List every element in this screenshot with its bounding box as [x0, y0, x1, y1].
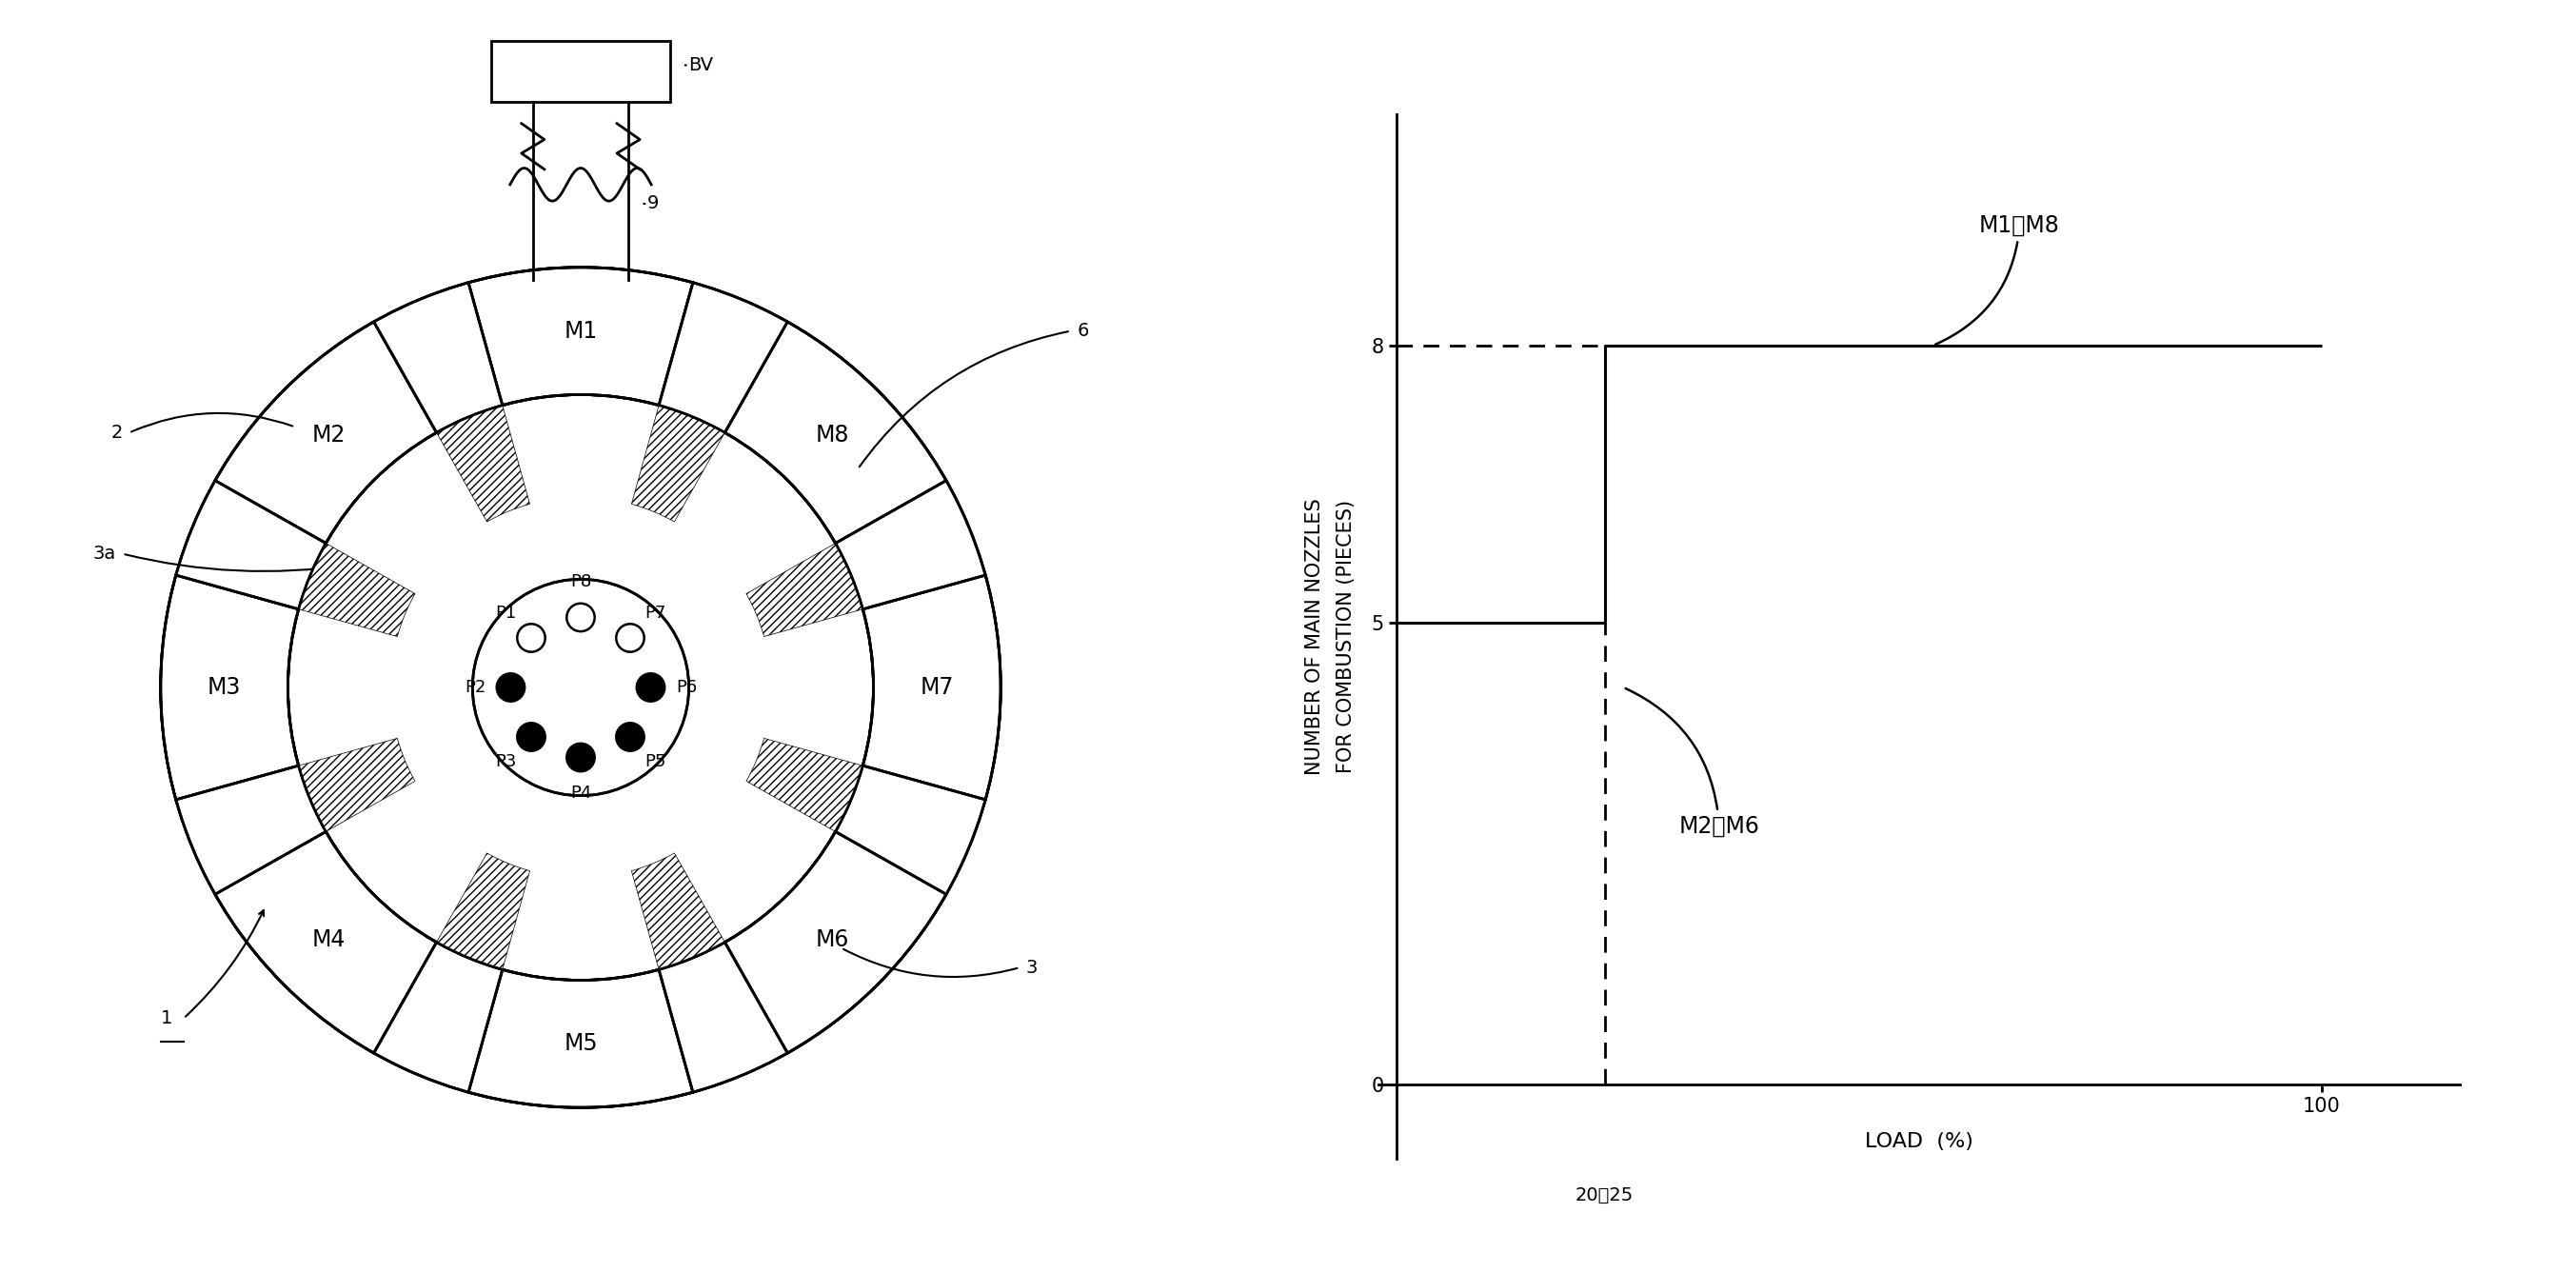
Circle shape [616, 723, 644, 751]
Text: P2: P2 [464, 679, 487, 696]
Wedge shape [469, 970, 693, 1108]
Wedge shape [863, 575, 999, 799]
Wedge shape [469, 267, 693, 405]
Text: 3a: 3a [93, 545, 116, 563]
X-axis label: LOAD  (%): LOAD (%) [1865, 1132, 1973, 1151]
Text: P3: P3 [495, 754, 518, 770]
Wedge shape [659, 283, 788, 433]
Text: M1～M8: M1～M8 [1935, 214, 2061, 345]
Wedge shape [160, 575, 299, 799]
Wedge shape [747, 544, 863, 636]
Text: 9: 9 [647, 195, 659, 213]
Circle shape [497, 673, 526, 701]
Text: BV: BV [688, 56, 714, 74]
Text: P8: P8 [569, 573, 592, 591]
Wedge shape [659, 942, 788, 1092]
Text: P6: P6 [675, 679, 698, 696]
Text: P5: P5 [644, 754, 667, 770]
Wedge shape [631, 853, 724, 970]
Bar [492, 41, 670, 102]
Wedge shape [216, 322, 435, 544]
Text: M7: M7 [920, 676, 953, 699]
Wedge shape [216, 831, 435, 1053]
Circle shape [567, 603, 595, 631]
Text: 6: 6 [1077, 322, 1090, 340]
Y-axis label: NUMBER OF MAIN NOZZLES
FOR COMBUSTION (PIECES): NUMBER OF MAIN NOZZLES FOR COMBUSTION (P… [1306, 498, 1355, 775]
Text: M3: M3 [209, 676, 242, 699]
Text: P1: P1 [495, 605, 518, 621]
Text: M6: M6 [817, 928, 850, 951]
Wedge shape [835, 481, 987, 610]
Text: 1: 1 [160, 1009, 173, 1027]
Text: 3: 3 [1025, 959, 1038, 976]
Text: M2: M2 [312, 424, 345, 447]
Text: M1: M1 [564, 320, 598, 342]
Circle shape [518, 723, 546, 751]
Wedge shape [435, 853, 531, 970]
Wedge shape [175, 765, 327, 894]
Circle shape [636, 673, 665, 701]
Wedge shape [724, 322, 945, 544]
Circle shape [567, 743, 595, 771]
Text: M5: M5 [564, 1032, 598, 1055]
Wedge shape [175, 481, 327, 610]
Text: M8: M8 [817, 424, 850, 447]
Wedge shape [299, 738, 415, 831]
Text: P4: P4 [569, 784, 592, 802]
Text: M4: M4 [312, 928, 345, 951]
Wedge shape [435, 405, 531, 522]
Circle shape [518, 624, 546, 652]
Text: 20～25: 20～25 [1577, 1186, 1633, 1204]
Circle shape [616, 624, 644, 652]
Wedge shape [374, 942, 502, 1092]
Wedge shape [747, 738, 863, 831]
Wedge shape [835, 765, 987, 894]
Text: M2～M6: M2～M6 [1625, 689, 1759, 838]
Wedge shape [724, 831, 945, 1053]
Wedge shape [631, 405, 724, 522]
Text: P7: P7 [644, 605, 667, 621]
Wedge shape [299, 544, 415, 636]
Text: 2: 2 [111, 424, 124, 442]
Wedge shape [374, 283, 502, 433]
